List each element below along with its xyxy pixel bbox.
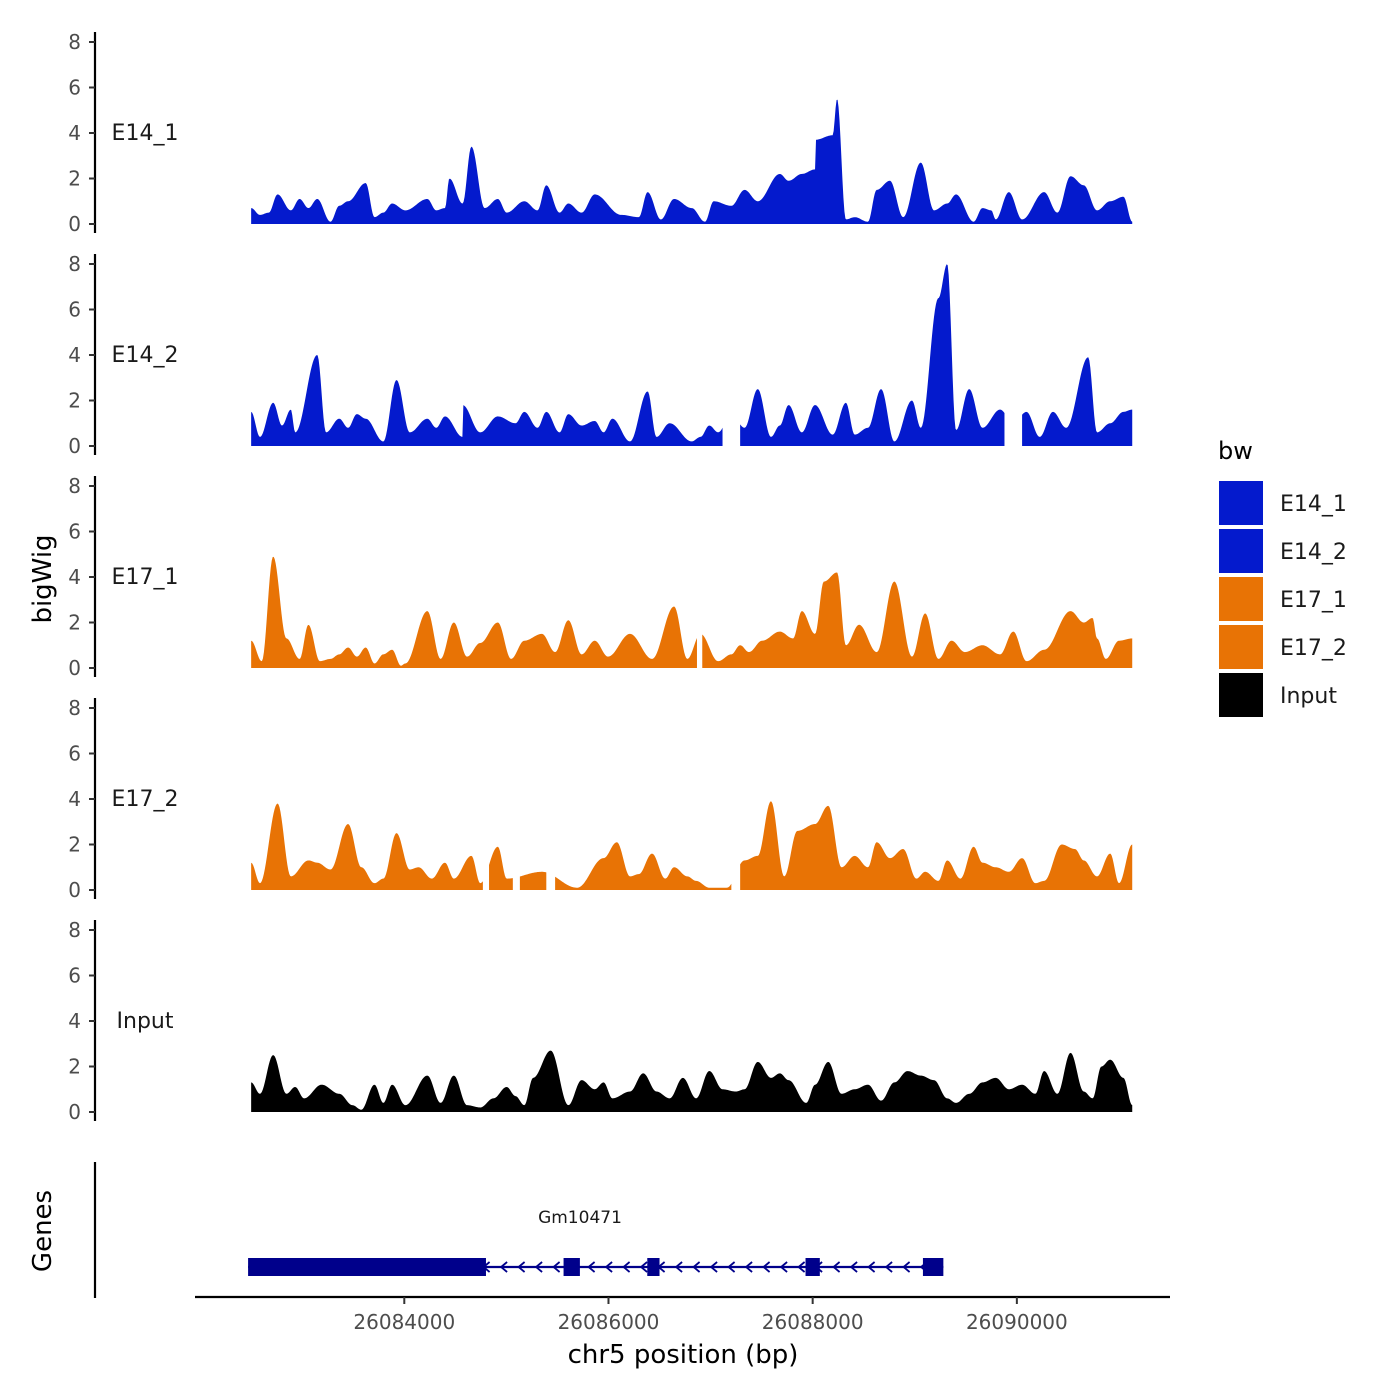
track-Input: 0 2 4 6 8 Input [68, 918, 1133, 1124]
x-tick-label: 26088000 [762, 1310, 864, 1334]
track-label: E14_1 [112, 121, 179, 146]
x-tick-label: 26084000 [353, 1310, 455, 1334]
strand-arrow [884, 1261, 893, 1273]
y-tick-label: 4 [68, 787, 81, 811]
track-label: E17_1 [112, 565, 179, 590]
strand-arrow [727, 1261, 736, 1273]
x-tick-label: 26090000 [966, 1310, 1068, 1334]
legend-label: Input [1280, 684, 1337, 709]
y-tick-label: 2 [68, 611, 81, 635]
track-E14_1: 0 2 4 6 8 E14_1 [68, 30, 1133, 236]
y-tick-label: 6 [68, 520, 81, 544]
track-label: Input [117, 1009, 174, 1034]
strand-arrow [622, 1261, 631, 1273]
y-tick-label: 8 [68, 696, 81, 720]
exon [922, 1258, 944, 1276]
exon [647, 1258, 660, 1276]
y-tick-label: 0 [68, 656, 81, 680]
y-tick-label: 8 [68, 252, 81, 276]
area-E17_2 [251, 803, 483, 890]
legend-title: bw [1218, 437, 1253, 465]
y-tick-label: 2 [68, 389, 81, 413]
y-tick-label: 6 [68, 742, 81, 766]
legend-swatch-E17_2 [1219, 625, 1263, 669]
area-E17_2 [740, 801, 1133, 890]
y-tick-label: 4 [68, 343, 81, 367]
y-tick-label: 8 [68, 30, 81, 54]
strand-arrow [639, 1261, 648, 1273]
y-tick-label: 2 [68, 167, 81, 191]
area-E14_1 [251, 99, 1133, 224]
legend-label: E14_2 [1280, 540, 1347, 565]
strand-arrow [867, 1261, 876, 1273]
strand-arrow [849, 1261, 858, 1273]
strand-arrow [499, 1261, 508, 1273]
y-tick-label: 4 [68, 121, 81, 145]
y-tick-label: 6 [68, 964, 81, 988]
y-tick-label: 6 [68, 298, 81, 322]
area-E17_2 [519, 871, 547, 890]
area-Input [251, 1050, 1133, 1112]
strand-arrow [604, 1261, 613, 1273]
strand-arrow [832, 1261, 841, 1273]
x-axis-title: chr5 position (bp) [568, 1340, 799, 1370]
strand-arrow [552, 1261, 561, 1273]
y-tick-label: 0 [68, 212, 81, 236]
strand-arrow [692, 1261, 701, 1273]
legend-swatch-E14_1 [1219, 481, 1263, 525]
y-tick-label: 2 [68, 833, 81, 857]
track-E14_2: 0 2 4 6 8 E14_2 [68, 252, 1133, 458]
legend-swatch-E14_2 [1219, 529, 1263, 573]
legend-label: E17_1 [1280, 588, 1347, 613]
strand-arrow [709, 1261, 718, 1273]
y-tick-label: 2 [68, 1055, 81, 1079]
strand-arrow [744, 1261, 753, 1273]
track-E17_2: 0 2 4 6 8 E17_2 [68, 696, 1133, 902]
area-E17_2 [555, 842, 732, 890]
legend: bw E14_1 E14_2 E17_1 E17_2 Input [1218, 437, 1347, 717]
area-E14_2 [1022, 357, 1133, 446]
exon [563, 1258, 580, 1276]
track-label: E14_2 [112, 343, 179, 368]
y-tick-label: 0 [68, 434, 81, 458]
strand-arrow [902, 1261, 911, 1273]
area-E17_1 [702, 572, 1133, 668]
strand-arrow [517, 1261, 526, 1273]
genes-axis-title: Genes [28, 1190, 58, 1272]
legend-label: E14_1 [1280, 492, 1347, 517]
area-E14_2 [251, 355, 723, 446]
y-tick-label: 0 [68, 878, 81, 902]
strand-arrow [534, 1261, 543, 1273]
exon [248, 1258, 486, 1276]
y-tick-label: 8 [68, 474, 81, 498]
strand-arrow [797, 1261, 806, 1273]
strand-arrow [779, 1261, 788, 1273]
strand-arrow [587, 1261, 596, 1273]
legend-label: E17_2 [1280, 636, 1347, 661]
gene-name: Gm10471 [538, 1208, 622, 1228]
y-tick-label: 6 [68, 76, 81, 100]
strand-arrow [674, 1261, 683, 1273]
legend-swatch-E17_1 [1219, 577, 1263, 621]
legend-swatch-Input [1219, 673, 1263, 717]
gene-track: Gm10471 [93, 1162, 944, 1298]
exon [805, 1258, 820, 1276]
y-tick-label: 0 [68, 1100, 81, 1124]
y-tick-label: 4 [68, 1009, 81, 1033]
x-axis: 26084000 26086000 26088000 26090000 [195, 1295, 1170, 1334]
strand-arrow [762, 1261, 771, 1273]
track-E17_1: 0 2 4 6 8 E17_1 [68, 474, 1133, 680]
signal-tracks: 0 2 4 6 8 E14_1 0 2 4 6 8 E14_2 0 2 4 6 8 E17_1 0 2 4 6 8 E17_2… [68, 30, 1133, 1124]
area-E17_2 [489, 846, 513, 890]
y-axis-title: bigWig [28, 534, 58, 623]
area-E17_1 [251, 556, 697, 668]
track-label: E17_2 [112, 787, 179, 812]
y-tick-label: 4 [68, 565, 81, 589]
y-tick-label: 8 [68, 918, 81, 942]
x-tick-label: 26086000 [558, 1310, 660, 1334]
area-E14_2 [740, 264, 1005, 446]
